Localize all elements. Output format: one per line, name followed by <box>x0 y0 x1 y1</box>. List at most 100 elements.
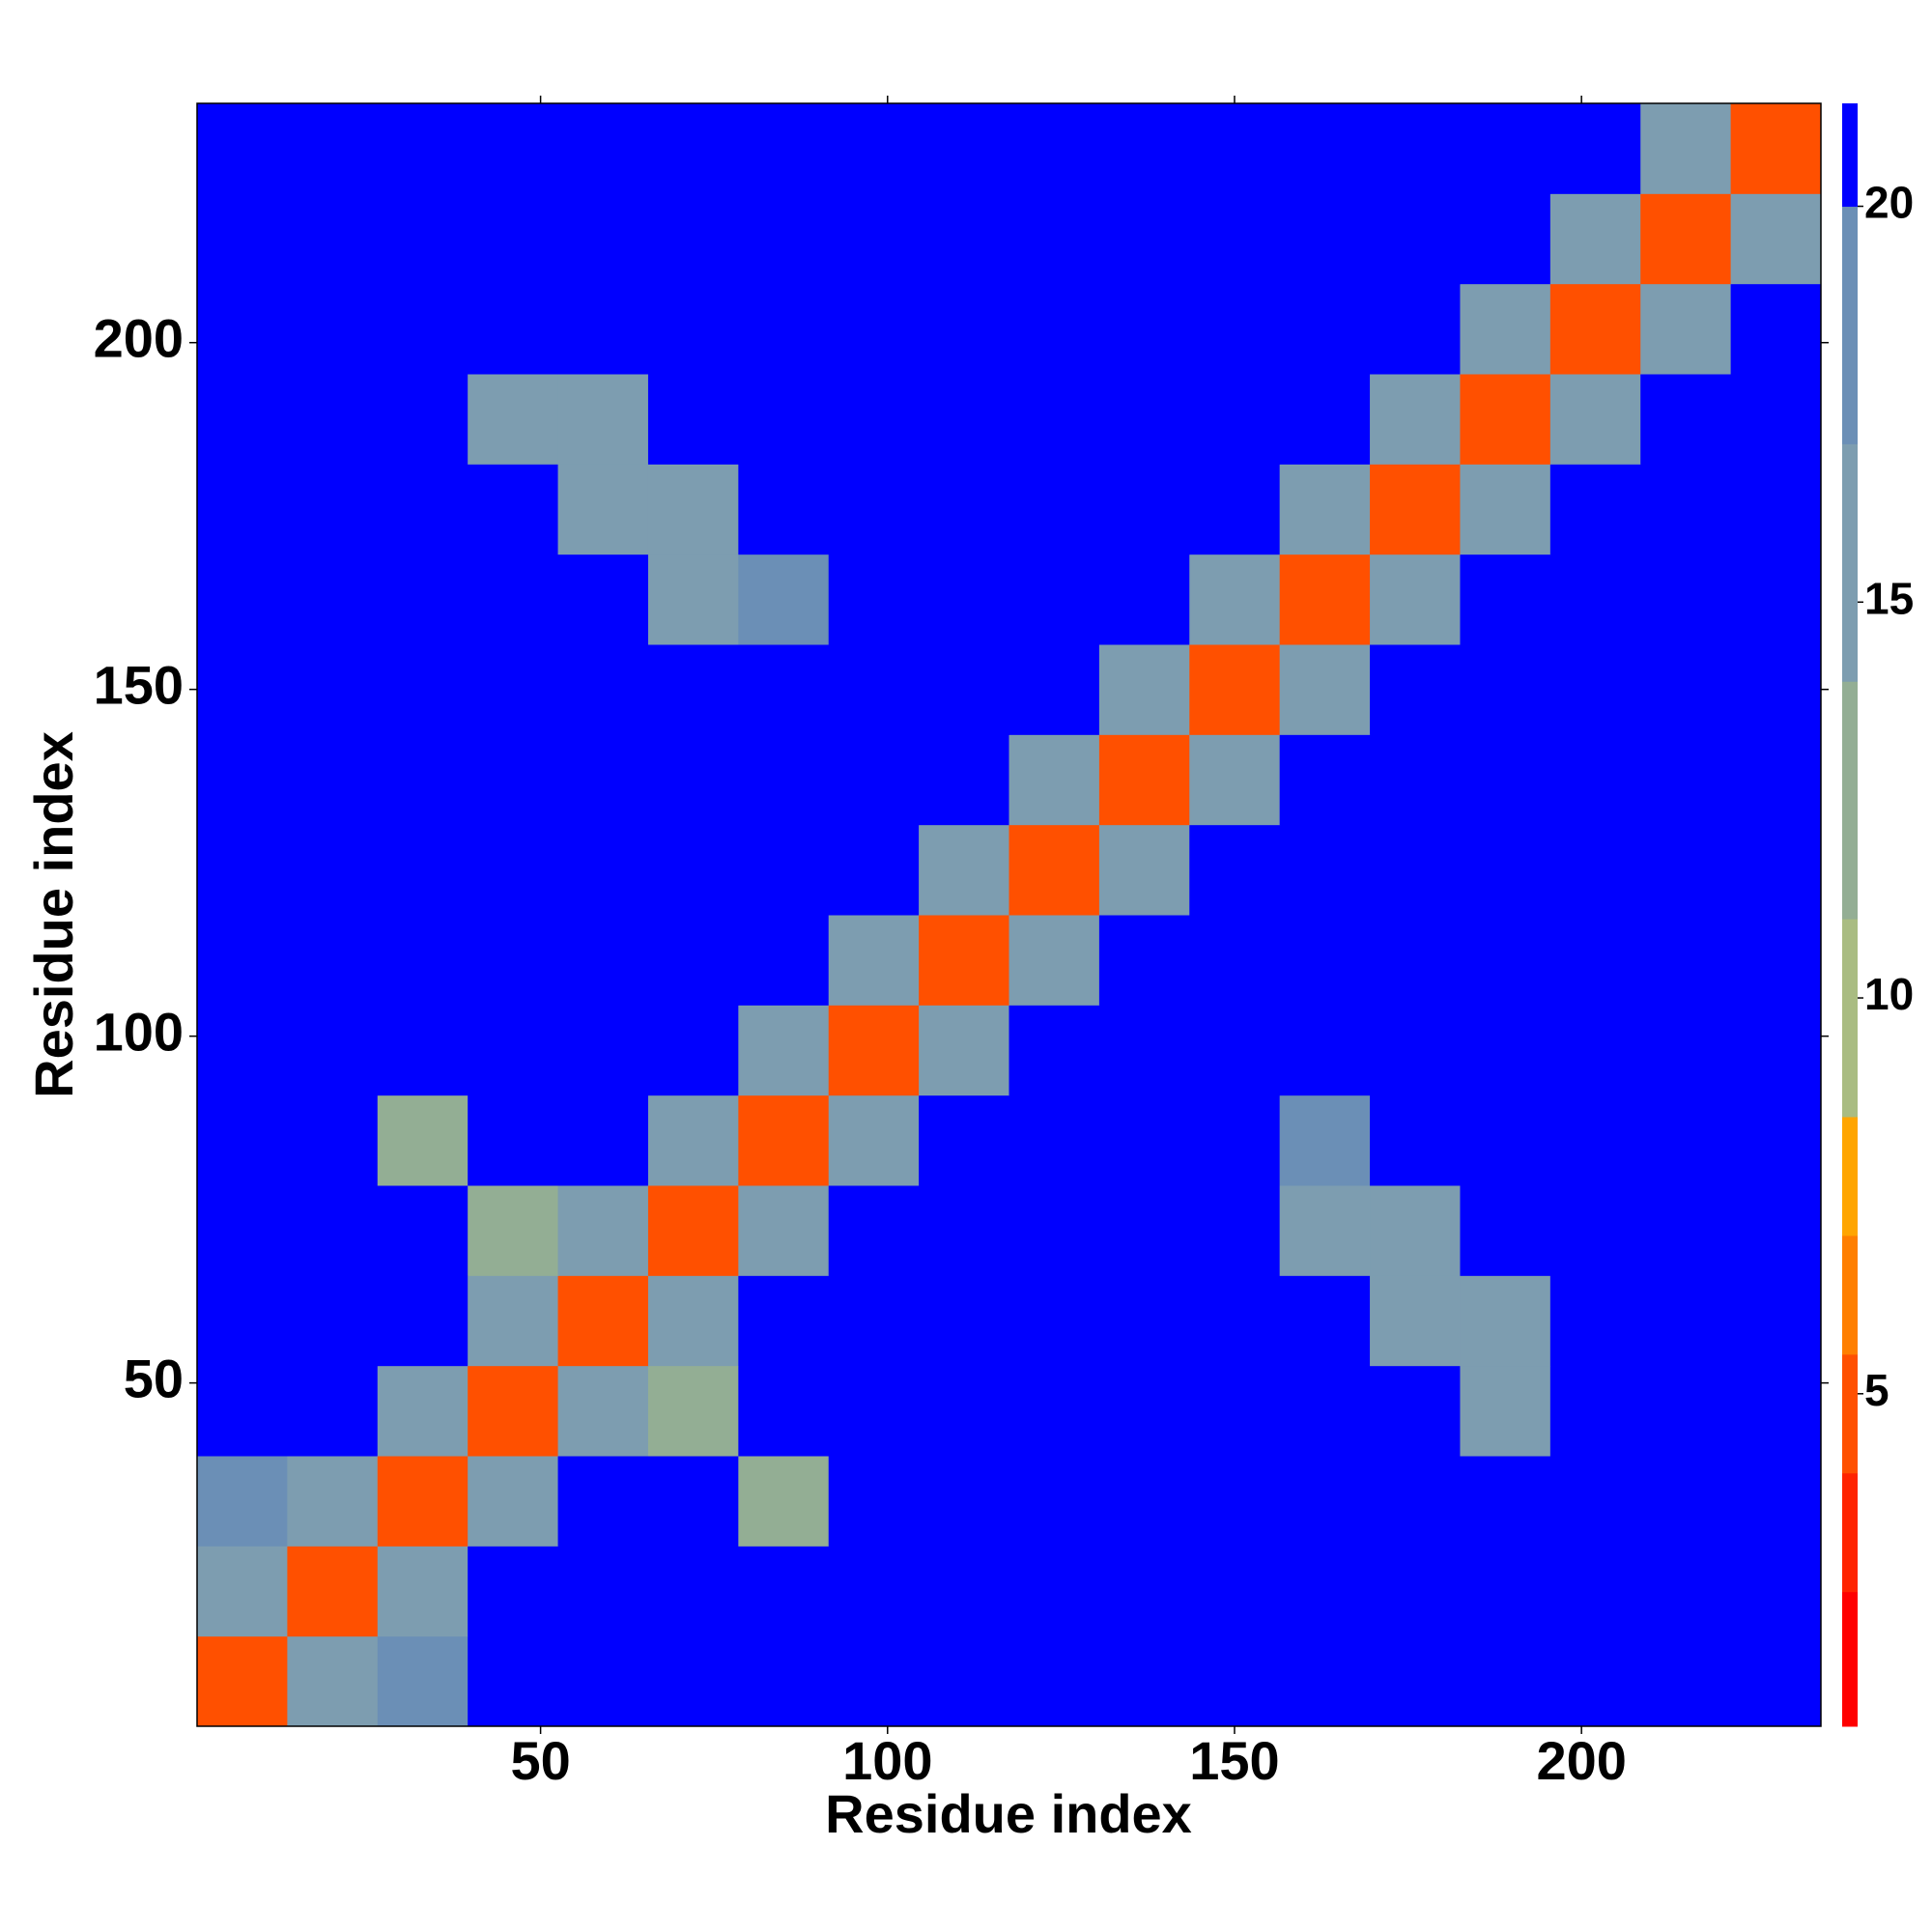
colorbar-band <box>1842 1235 1858 1355</box>
heatmap-cell <box>828 1456 920 1547</box>
heatmap-cell <box>828 1185 920 1276</box>
heatmap-cell <box>1640 283 1732 375</box>
heatmap-cell <box>557 644 649 735</box>
heatmap-cell <box>1279 1094 1371 1186</box>
heatmap-cell <box>1009 374 1100 465</box>
heatmap-cell <box>557 734 649 826</box>
heatmap-cell <box>197 1635 288 1727</box>
heatmap-cell <box>1730 1185 1822 1276</box>
heatmap-cell <box>1549 1094 1641 1186</box>
heatmap-cell <box>557 554 649 645</box>
heatmap-cell <box>1098 1005 1190 1096</box>
heatmap-cell <box>1460 1456 1551 1547</box>
heatmap-cell <box>828 644 920 735</box>
heatmap-cell <box>1460 103 1551 194</box>
heatmap-cell <box>1460 283 1551 375</box>
heatmap-cell <box>1370 824 1461 916</box>
heatmap-cell <box>287 1546 379 1637</box>
heatmap-cell <box>1730 824 1822 916</box>
y-tick-label: 100 <box>94 1001 184 1062</box>
heatmap-cell <box>1279 1456 1371 1547</box>
heatmap-cell <box>828 283 920 375</box>
heatmap-cell <box>197 644 288 735</box>
colorbar-band <box>1842 1116 1858 1236</box>
heatmap-cell <box>828 1094 920 1186</box>
heatmap-cell <box>557 1094 649 1186</box>
heatmap-cell <box>197 374 288 465</box>
heatmap-cell <box>828 824 920 916</box>
colorbar-band <box>1842 681 1858 920</box>
heatmap-cell <box>287 734 379 826</box>
heatmap-cell <box>1189 824 1281 916</box>
plot-frame <box>196 102 1822 1727</box>
heatmap-cell <box>1549 1005 1641 1096</box>
heatmap-cell <box>1370 464 1461 555</box>
heatmap-cell <box>1370 1365 1461 1457</box>
heatmap-cell <box>1098 915 1190 1006</box>
heatmap-cell <box>1730 1635 1822 1727</box>
heatmap-cell <box>1189 1094 1281 1186</box>
heatmap-cell <box>1189 193 1281 285</box>
heatmap-cell <box>1279 193 1371 285</box>
heatmap-cell <box>1279 1005 1371 1096</box>
heatmap-cell <box>1730 734 1822 826</box>
heatmap-cell <box>1189 554 1281 645</box>
colorbar-band <box>1842 103 1858 208</box>
heatmap-cell <box>738 1094 830 1186</box>
heatmap-cell <box>1098 1546 1190 1637</box>
heatmap-cell <box>1730 644 1822 735</box>
heatmap-cell <box>647 193 739 285</box>
heatmap-cell <box>1279 1365 1371 1457</box>
heatmap-cell <box>1009 1275 1100 1367</box>
heatmap-cell <box>1730 1456 1822 1547</box>
heatmap-cell <box>1730 464 1822 555</box>
heatmap-cell <box>1279 103 1371 194</box>
heatmap-cell <box>557 1365 649 1457</box>
heatmap-cell <box>1009 824 1100 916</box>
heatmap-cell <box>1189 1185 1281 1276</box>
heatmap-cell <box>197 915 288 1006</box>
x-tick-label: 150 <box>1189 1730 1279 1791</box>
heatmap-cell <box>557 103 649 194</box>
heatmap-cell <box>1549 734 1641 826</box>
heatmap-cell <box>1640 1275 1732 1367</box>
heatmap-cell <box>377 734 469 826</box>
heatmap-cell <box>738 554 830 645</box>
heatmap-cell <box>1549 1275 1641 1367</box>
heatmap-cell <box>1279 283 1371 375</box>
heatmap-cell <box>557 283 649 375</box>
heatmap-cell <box>1730 554 1822 645</box>
heatmap-cell <box>738 644 830 735</box>
heatmap-cell <box>1189 1635 1281 1727</box>
heatmap-cell <box>468 1185 559 1276</box>
heatmap-cell <box>1009 554 1100 645</box>
heatmap-cell <box>828 554 920 645</box>
colorbar-band <box>1842 1591 1858 1727</box>
heatmap-cell <box>468 1635 559 1727</box>
heatmap-cell <box>828 734 920 826</box>
heatmap-cell <box>1370 644 1461 735</box>
heatmap-cell <box>1640 464 1732 555</box>
heatmap-cell <box>1370 1635 1461 1727</box>
heatmap-cell <box>1549 1546 1641 1637</box>
heatmap-cell <box>828 1005 920 1096</box>
heatmap-cell <box>557 824 649 916</box>
heatmap-cell <box>197 464 288 555</box>
heatmap-cell <box>1279 1275 1371 1367</box>
heatmap-cell <box>1279 1185 1371 1276</box>
heatmap-cell <box>287 283 379 375</box>
heatmap-cell <box>1640 193 1732 285</box>
heatmap-cell <box>919 824 1009 916</box>
heatmap-cell <box>1370 374 1461 465</box>
heatmap-cell <box>1189 1365 1281 1457</box>
heatmap-cell <box>1009 103 1100 194</box>
heatmap-cell <box>1460 1185 1551 1276</box>
heatmap-cell <box>1009 1546 1100 1637</box>
heatmap-cell <box>647 1094 739 1186</box>
heatmap-cell <box>1460 915 1551 1006</box>
heatmap-cell <box>377 824 469 916</box>
heatmap-cell <box>468 1005 559 1096</box>
heatmap-cell <box>1009 734 1100 826</box>
heatmap-cell <box>1549 915 1641 1006</box>
